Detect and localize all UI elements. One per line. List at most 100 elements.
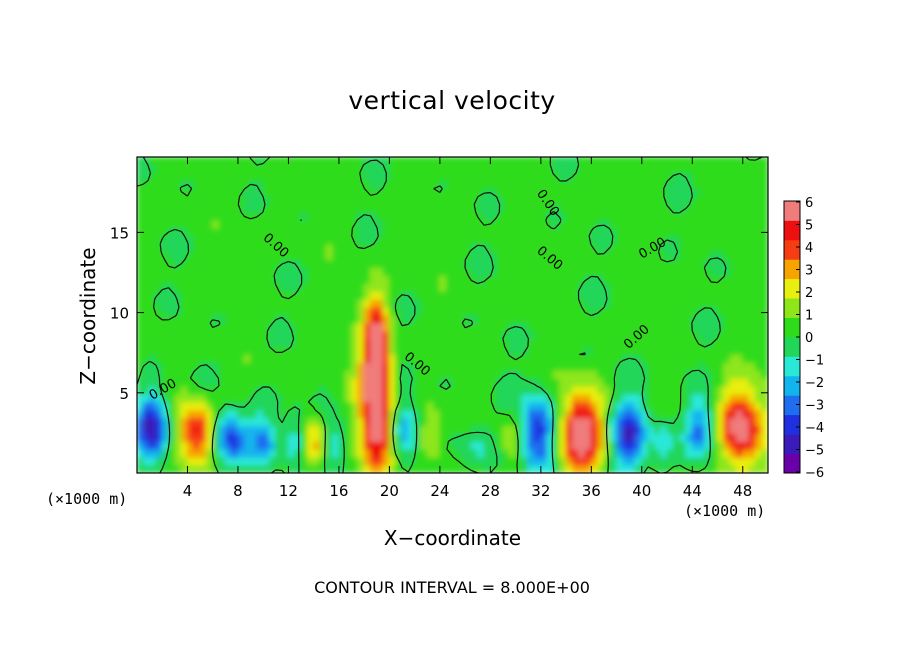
field-cell [508,282,517,292]
field-cell [647,227,655,237]
field-cell [458,425,466,434]
field-cell [319,346,327,355]
field-cell [729,180,737,190]
field-cell [685,448,693,458]
field-cell [660,433,668,442]
field-cell [660,164,668,174]
field-cell [464,290,472,300]
field-cell [653,385,662,395]
field-cell [723,172,731,182]
field-cell [710,448,719,458]
field-cell [325,290,334,300]
field-cell [609,235,618,245]
field-cell [243,282,252,292]
field-cell [685,385,693,395]
field-cell [212,425,220,434]
field-cell [603,322,611,332]
field-cell [407,275,416,284]
field-cell [496,235,504,245]
field-cell [237,354,245,363]
field-cell [534,338,542,348]
field-cell [237,338,245,348]
field-cell [729,188,737,197]
field-cell [521,219,529,229]
field-cell [698,203,706,213]
field-cell [395,259,403,269]
field-cell [388,259,397,269]
field-cell [256,354,264,363]
field-cell [281,298,289,308]
field-cell [344,282,353,292]
field-cell [458,377,466,387]
field-cell [269,354,277,363]
field-cell [426,235,435,245]
field-cell [142,211,151,221]
field-cell [628,211,636,221]
field-cell [161,203,170,213]
field-cell [559,227,567,237]
field-cell [300,409,308,419]
field-cell [464,227,472,237]
field-cell [344,409,353,419]
field-cell [729,259,737,269]
field-cell [401,219,409,229]
field-cell [137,275,144,284]
field-cell [653,464,662,473]
field-cell [426,211,435,221]
field-cell [137,456,144,466]
field-cell [666,330,674,340]
field-cell [439,330,447,340]
field-cell [445,211,453,221]
field-cell [357,456,365,466]
field-cell [300,456,308,466]
field-cell [515,235,523,245]
field-cell [521,361,529,371]
field-cell [464,164,472,174]
field-cell [275,251,283,261]
field-cell [420,267,428,276]
field-cell [546,188,554,197]
field-cell [534,180,542,190]
field-cell [552,322,561,332]
field-cell [502,369,510,379]
field-cell [414,385,422,395]
field-cell [186,298,195,308]
field-cell [199,251,207,261]
field-cell [735,448,744,458]
field-cell [439,385,447,395]
field-cell [218,235,226,245]
field-cell [306,338,315,348]
field-cell [224,188,233,197]
field-cell [199,314,207,324]
field-cell [281,172,289,182]
field-cell [137,433,144,442]
field-cell [729,172,737,182]
field-cell [180,433,188,442]
colorbar-tick-label: 2 [805,286,813,301]
field-cell [660,369,668,379]
field-cell [559,164,567,174]
field-cell [344,448,353,458]
field-cell [376,385,384,395]
field-cell [571,180,580,190]
field-cell [414,456,422,466]
field-cell [168,354,176,363]
field-cell [363,464,371,473]
field-cell [313,393,321,403]
field-cell [628,456,636,466]
field-cell [155,164,163,174]
colorbar-swatch [784,434,800,454]
field-cell [262,188,271,197]
field-cell [761,354,768,363]
field-cell [137,448,144,458]
field-cell [527,338,536,348]
field-cell [161,157,170,166]
field-cell [584,227,592,237]
field-cell [534,157,542,166]
field-cell [231,157,239,166]
field-cell [742,306,750,316]
field-cell [578,393,586,403]
field-cell [464,433,472,442]
field-cell [388,393,397,403]
field-cell [193,338,201,348]
